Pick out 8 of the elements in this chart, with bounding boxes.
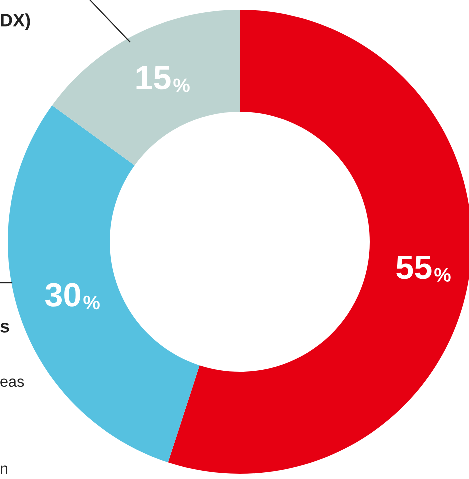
data-label: 55%	[396, 256, 451, 282]
text: eas	[0, 378, 24, 388]
text: n	[1, 466, 8, 474]
text: DX)	[1, 14, 30, 30]
data-label: 30%	[45, 283, 100, 310]
data-label: 15%	[136, 66, 190, 92]
text: s	[0, 322, 10, 333]
donut-slice	[52, 10, 240, 166]
